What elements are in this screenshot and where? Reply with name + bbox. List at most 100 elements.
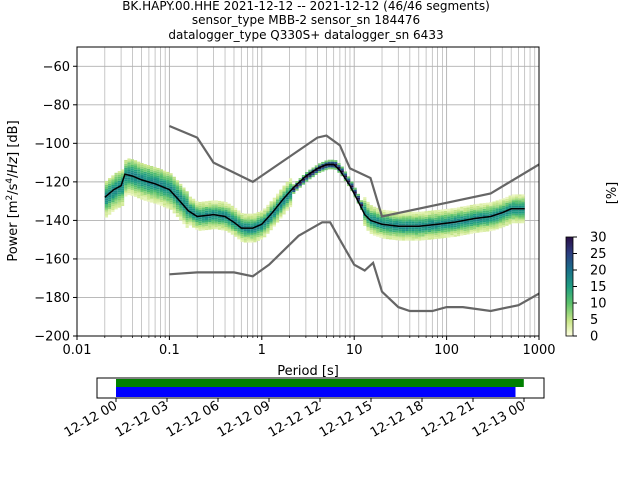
heatmap-cell [495,200,499,203]
heatmap-cell [204,222,209,225]
coverage-tick-label: 12-12 12 [266,398,324,440]
heatmap-cell [221,207,225,210]
heatmap-cell [418,238,422,241]
heatmap-cell [385,227,390,230]
heatmap-cell [463,213,467,216]
heatmap-cell [166,173,170,176]
heatmap-cell [179,214,183,217]
heatmap-cell [498,199,503,202]
heatmap-cell [237,210,241,213]
heatmap-cell [137,186,141,189]
heatmap-cell [237,222,241,224]
heatmap-cell [234,209,238,212]
heatmap-cell [227,211,231,214]
heatmap-cell [424,226,428,229]
heatmap-cell [447,233,451,236]
heatmap-cell [469,226,474,229]
heatmap-cell [285,208,289,211]
heatmap-cell [179,195,183,198]
heatmap-cell [111,194,115,197]
heatmap-cell [188,206,193,209]
heatmap-cell [156,171,160,174]
heatmap-cell [204,216,209,219]
heatmap-cell [111,206,115,209]
heatmap-cell [114,205,118,208]
heatmap-cell [482,218,486,221]
heatmap-cell [243,232,247,235]
heatmap-cell [159,171,163,174]
heatmap-cell [243,240,247,243]
heatmap-cell [185,212,189,215]
x-tick-label: 10 [346,343,363,358]
heatmap-cell [133,191,138,194]
heatmap-cell [521,205,525,208]
heatmap-cell [246,213,251,216]
heatmap-cell [182,208,186,211]
heatmap-cell [263,218,267,220]
heatmap-cell [285,195,289,198]
heatmap-cell [369,232,373,235]
heatmap-cell [479,209,483,212]
heatmap-cell [382,211,386,214]
heatmap-cell [150,194,154,197]
heatmap-cell [424,220,428,223]
heatmap-cell [466,220,470,223]
heatmap-cell [324,168,328,171]
heatmap-cell [469,210,474,213]
heatmap-cell [476,219,480,222]
heatmap-cell [204,206,209,209]
heatmap-cell [263,223,267,226]
heatmap-cell [127,179,131,182]
heatmap-cell [263,225,267,228]
heatmap-cell [192,223,196,226]
heatmap-cell [382,236,386,239]
heatmap-cell [476,221,480,224]
heatmap-cell [269,203,273,206]
heatmap-cell [127,171,131,174]
heatmap-cell [340,174,344,177]
heatmap-cell [518,204,522,206]
heatmap-cell [137,165,141,168]
heatmap-cell [269,210,273,213]
heatmap-cell [266,208,270,211]
heatmap-cell [389,231,393,234]
heatmap-cell [111,184,115,187]
heatmap-cell [460,225,464,228]
heatmap-cell [505,223,509,226]
heatmap-cell [485,202,490,205]
heatmap-cell [124,192,128,195]
heatmap-cell [508,205,512,208]
heatmap-cell [227,203,231,206]
heatmap-cell [389,210,393,213]
heatmap-cell [476,203,480,206]
heatmap-cell [479,226,483,229]
heatmap-cell [143,189,147,192]
heatmap-cell [120,182,125,185]
heatmap-cell [230,226,235,229]
heatmap-cell [204,205,209,207]
heatmap-cell [230,221,235,224]
heatmap-cell [408,229,412,231]
heatmap-cell [175,180,180,183]
heatmap-cell [408,227,412,230]
heatmap-cell [227,222,231,225]
heatmap-cell [298,183,302,186]
heatmap-cell [172,188,176,191]
heatmap-cell [246,219,251,222]
heatmap-cell [411,217,415,220]
heatmap-cell [495,221,499,224]
heatmap-cell [240,212,244,215]
title-line-3: datalogger_type Q330S+ datalogger_sn 643… [168,28,443,42]
heatmap-cell [185,198,189,201]
heatmap-cell [440,226,444,229]
heatmap-cell [221,226,225,229]
heatmap-cell [369,226,373,229]
heatmap-cell [443,232,448,235]
heatmap-cell [411,229,415,231]
heatmap-cell [353,191,357,194]
heatmap-cell [153,195,157,198]
heatmap-cell [211,206,215,209]
heatmap-cell [385,216,390,218]
heatmap-cell [172,190,176,193]
heatmap-cell [211,221,215,224]
